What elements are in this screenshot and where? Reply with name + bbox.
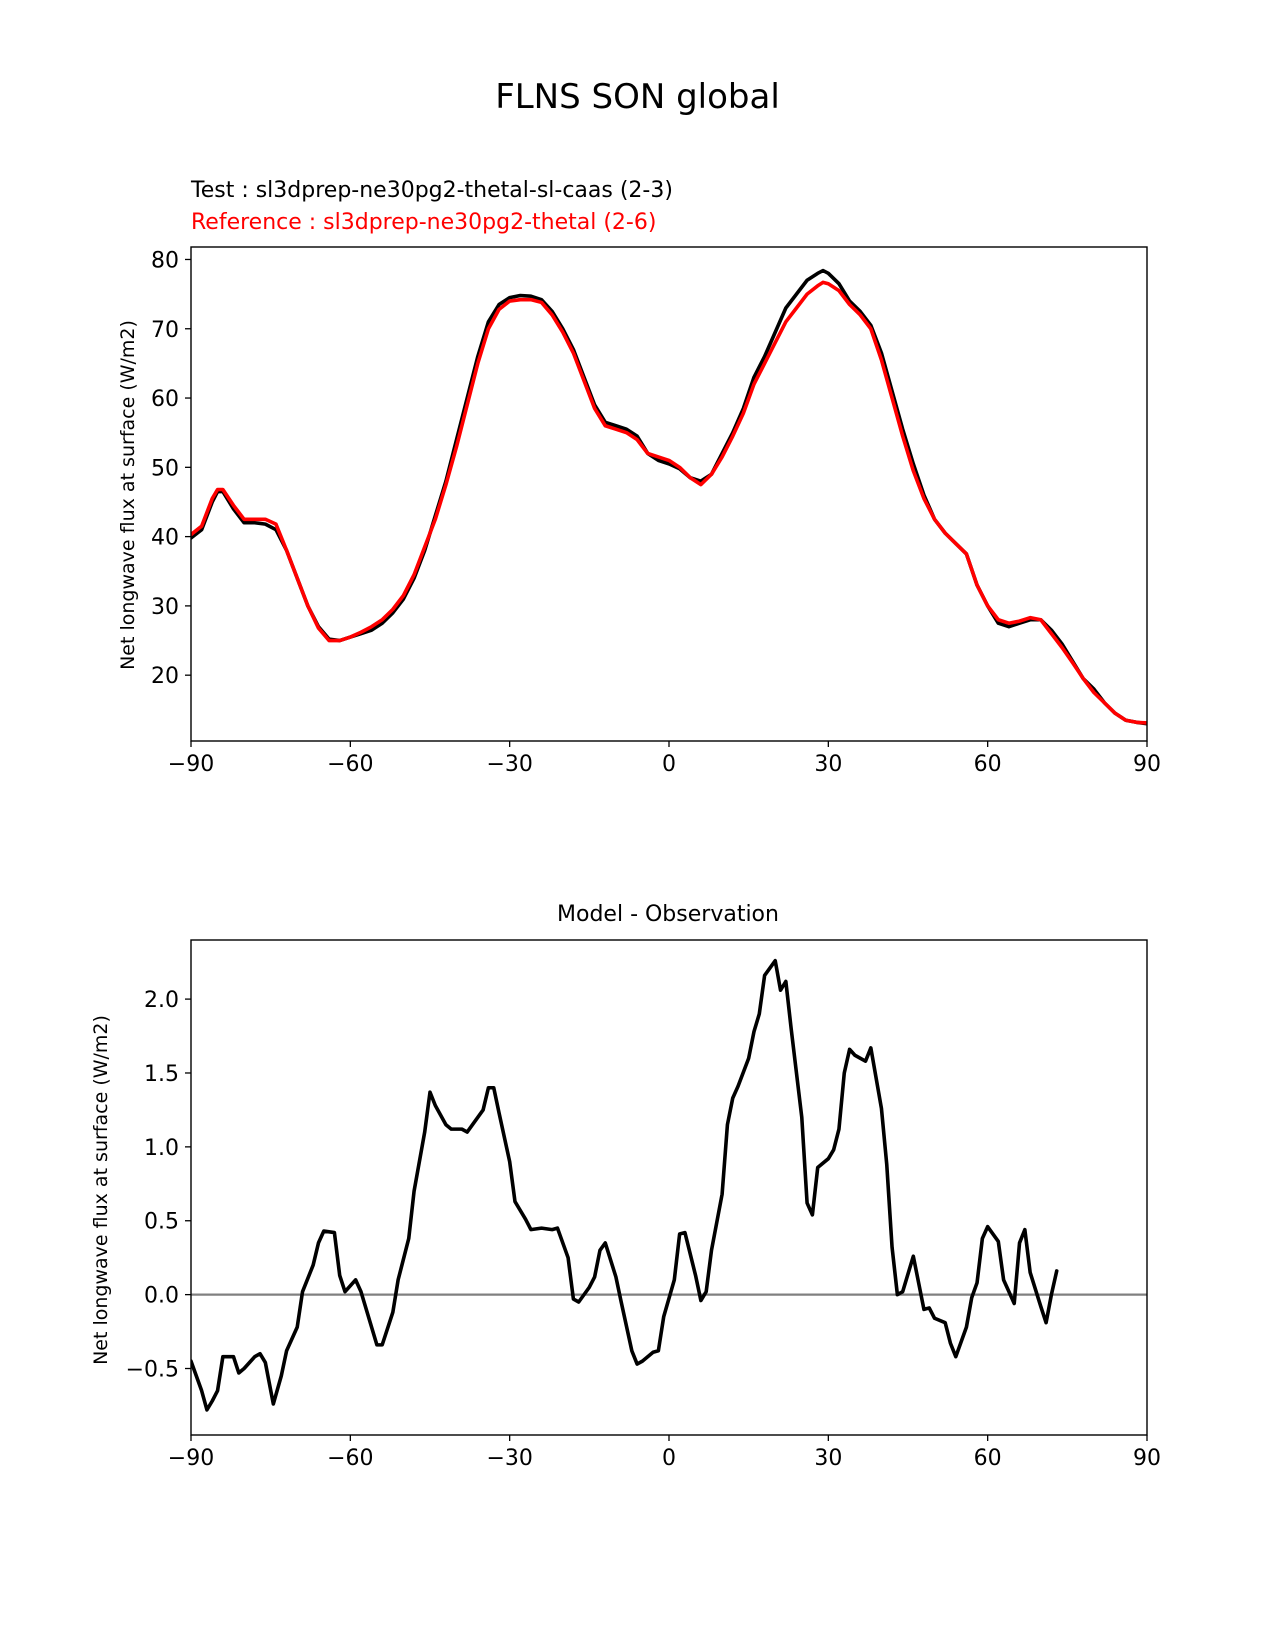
top-y-tick-label: 40 [151, 526, 179, 551]
top-x-tick-label: 60 [974, 752, 1002, 777]
bottom-title: Model - Observation [557, 902, 779, 927]
reference-label: Reference : sl3dprep-ne30pg2-thetal (2-6… [191, 210, 656, 235]
top-y-tick-label: 60 [151, 387, 179, 412]
bottom-x-tick-label: −90 [168, 1446, 214, 1471]
bottom-x-tick-label: 0 [662, 1446, 676, 1471]
bottom-y-tick-label: 0.0 [144, 1284, 179, 1309]
top-x-tick-label: 30 [814, 752, 842, 777]
bottom-x-tick-label: −60 [327, 1446, 373, 1471]
top-axes-frame [190, 246, 1148, 742]
bottom-axes-frame [190, 939, 1148, 1436]
top-x-tick-label: 0 [662, 752, 676, 777]
bottom-y-tick-label: 1.0 [144, 1136, 179, 1161]
top-x-tick-label: 90 [1133, 752, 1161, 777]
top-x-tick-label: −60 [327, 752, 373, 777]
top-y-axis-label: Net longwave flux at surface (W/m2) [117, 320, 139, 670]
top-x-tick-label: −30 [486, 752, 532, 777]
bottom-panel: Model - Observation Net longwave flux at… [90, 902, 1161, 1471]
bottom-y-tick-label: 2.0 [144, 988, 179, 1013]
bottom-x-tick-label: −30 [486, 1446, 532, 1471]
bottom-y-tick-label: 0.5 [144, 1210, 179, 1235]
top-x-tick-label: −90 [168, 752, 214, 777]
top-y-tick-label: 80 [151, 248, 179, 273]
figure-title: FLNS SON global [495, 77, 780, 117]
bottom-x-tick-label: 90 [1133, 1446, 1161, 1471]
top-series-0-line [191, 268, 1147, 726]
test-label: Test : sl3dprep-ne30pg2-thetal-sl-caas (… [190, 178, 673, 203]
bottom-x-tick-label: 60 [974, 1446, 1002, 1471]
top-panel: Test : sl3dprep-ne30pg2-thetal-sl-caas (… [117, 178, 1161, 777]
bottom-series-0-line [191, 958, 1059, 1412]
top-y-tick-label: 70 [151, 318, 179, 343]
bottom-x-tick-label: 30 [814, 1446, 842, 1471]
top-series-1-line [191, 280, 1147, 725]
top-y-tick-label: 50 [151, 456, 179, 481]
bottom-y-axis-label: Net longwave flux at surface (W/m2) [90, 1015, 112, 1365]
top-y-tick-label: 20 [151, 664, 179, 689]
bottom-y-tick-label: −0.5 [126, 1358, 179, 1383]
bottom-y-tick-label: 1.5 [144, 1062, 179, 1087]
top-y-tick-label: 30 [151, 595, 179, 620]
